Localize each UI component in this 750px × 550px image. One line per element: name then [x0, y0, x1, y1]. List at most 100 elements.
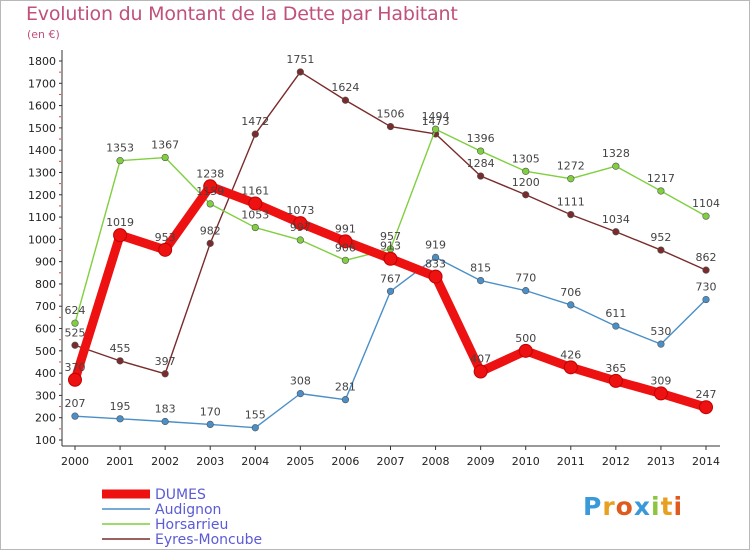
- data-label: 815: [470, 262, 491, 275]
- data-point: [477, 276, 485, 285]
- logo-letter: i: [673, 492, 684, 521]
- x-tick-label: 2009: [467, 455, 495, 468]
- data-point: [657, 340, 665, 348]
- data-point: [248, 196, 263, 211]
- data-point: [702, 295, 710, 304]
- x-tick-label: 2003: [196, 455, 224, 468]
- data-point: [206, 420, 214, 428]
- data-point: [341, 256, 350, 264]
- y-tick-label: 700: [35, 300, 56, 313]
- data-point: [477, 147, 485, 155]
- data-label: 1367: [151, 139, 179, 152]
- data-label: 770: [515, 272, 536, 285]
- data-point: [251, 130, 259, 138]
- data-point: [338, 234, 353, 249]
- data-label: 1494: [422, 110, 450, 123]
- data-point: [206, 239, 214, 247]
- legend-label-horsarrieu: Horsarrieu: [155, 517, 228, 533]
- x-tick-label: 2011: [557, 455, 585, 468]
- x-tick-label: 2013: [647, 455, 675, 468]
- data-point: [296, 236, 304, 244]
- y-tick-label: 800: [35, 278, 56, 291]
- data-point: [612, 162, 620, 170]
- data-label: 397: [155, 355, 176, 368]
- data-point: [567, 211, 575, 219]
- data-label: 1472: [241, 115, 269, 128]
- data-label: 1751: [286, 53, 314, 66]
- data-point: [653, 386, 668, 401]
- data-label: 953: [155, 231, 176, 244]
- data-point: [473, 364, 488, 379]
- data-point: [657, 187, 665, 195]
- data-point: [386, 287, 395, 295]
- data-label: 1159: [196, 185, 224, 198]
- data-point: [113, 228, 128, 243]
- data-point: [296, 68, 304, 76]
- data-label: 426: [560, 348, 581, 361]
- data-point: [206, 200, 214, 208]
- data-label: 500: [515, 332, 536, 345]
- data-label: 407: [470, 353, 491, 366]
- data-point: [116, 157, 124, 165]
- y-tick-label: 1400: [28, 144, 56, 157]
- x-tick-label: 2014: [692, 455, 720, 468]
- data-point: [203, 179, 218, 194]
- data-label: 1034: [602, 213, 630, 226]
- data-point: [161, 370, 169, 378]
- y-tick-label: 900: [35, 256, 56, 269]
- data-label: 1284: [467, 157, 495, 170]
- data-label: 991: [335, 222, 356, 235]
- data-point: [612, 322, 620, 330]
- data-label: 370: [65, 361, 86, 374]
- x-tick-label: 2000: [61, 455, 89, 468]
- y-tick-label: 1600: [28, 100, 56, 113]
- data-label: 862: [696, 251, 717, 264]
- data-label: 919: [425, 238, 446, 251]
- data-label: 1019: [106, 216, 134, 229]
- data-label: 730: [696, 281, 717, 294]
- y-tick-label: 400: [35, 367, 56, 380]
- legend-label-dumes: DUMES: [155, 487, 206, 503]
- data-label: 906: [335, 241, 356, 254]
- data-label: 281: [335, 381, 356, 394]
- data-label: 1217: [647, 172, 675, 185]
- y-tick-label: 100: [35, 434, 56, 447]
- data-point: [116, 357, 124, 365]
- data-point: [251, 424, 259, 432]
- x-tick-label: 2005: [286, 455, 314, 468]
- data-label: 308: [290, 375, 311, 388]
- data-point: [71, 412, 79, 420]
- data-point: [293, 216, 308, 231]
- y-tick-label: 500: [35, 345, 56, 358]
- data-label: 1053: [241, 209, 269, 222]
- y-tick-label: 1000: [28, 233, 56, 246]
- y-tick-label: 1500: [28, 122, 56, 135]
- data-point: [71, 319, 79, 327]
- data-label: 624: [65, 304, 86, 317]
- proxiti-logo: Proxiti: [583, 492, 683, 521]
- data-label: 455: [110, 342, 131, 355]
- logo-letter: x: [633, 492, 651, 521]
- y-tick-label: 200: [35, 412, 56, 425]
- data-label: 833: [425, 258, 446, 271]
- data-label: 170: [200, 405, 221, 418]
- data-point: [608, 373, 623, 388]
- data-point: [477, 172, 485, 180]
- data-label: 365: [605, 362, 626, 375]
- logo-letter: P: [583, 492, 603, 521]
- data-label: 982: [200, 224, 221, 237]
- data-label: 1473: [422, 115, 450, 128]
- data-point: [522, 191, 530, 199]
- y-tick-label: 600: [35, 323, 56, 336]
- x-tick-label: 2012: [602, 455, 630, 468]
- data-point: [68, 372, 82, 387]
- data-point: [161, 153, 169, 162]
- data-label: 1353: [106, 142, 134, 155]
- data-label: 706: [560, 286, 581, 299]
- data-label: 997: [290, 221, 311, 234]
- data-point: [428, 269, 443, 284]
- data-label: 957: [380, 230, 401, 243]
- x-tick-label: 2001: [106, 455, 134, 468]
- data-label: 183: [155, 402, 176, 415]
